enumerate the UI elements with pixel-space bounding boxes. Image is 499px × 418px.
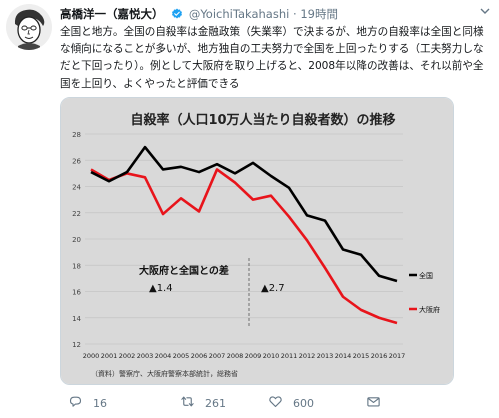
tweet-text: 全国と地方。全国の自殺率は金融政策（失業率）で決まるが、地方の自殺率は全国と同様… xyxy=(60,26,484,90)
y-tick-label: 22 xyxy=(72,210,81,218)
legend-label: 大阪府 xyxy=(419,305,440,314)
x-tick-label: 2011 xyxy=(281,352,298,360)
retweet-count: 261 xyxy=(205,396,226,410)
reply-button[interactable]: 16 xyxy=(68,394,107,412)
like-button[interactable]: 600 xyxy=(268,394,314,412)
retweet-icon xyxy=(180,394,195,412)
national-series-line xyxy=(90,145,398,283)
y-tick-label: 16 xyxy=(72,289,81,297)
reply-icon xyxy=(68,394,83,412)
chart-image-card[interactable]: 自殺率（人口10万人当たり自殺者数）の推移 12 14 16 18 20 22 24 26 28… xyxy=(60,97,454,385)
user-handle[interactable]: @YoichiTakahashi xyxy=(188,7,290,21)
suicide-rate-chart: 自殺率（人口10万人当たり自殺者数）の推移 12 14 16 18 20 22 24 26 28… xyxy=(61,98,453,384)
y-tick-label: 18 xyxy=(72,262,81,270)
header-separator: · xyxy=(293,7,297,21)
x-tick-label: 2012 xyxy=(299,352,316,360)
heart-icon xyxy=(268,394,283,412)
y-tick-label: 24 xyxy=(72,184,81,192)
chart-background xyxy=(61,98,453,384)
message-button[interactable] xyxy=(366,394,381,412)
caricature-avatar-icon[interactable] xyxy=(6,4,52,50)
x-tick-label: 2004 xyxy=(155,352,172,360)
x-tick-label: 2010 xyxy=(263,352,280,360)
y-tick-label: 20 xyxy=(72,236,81,244)
display-name[interactable]: 高橋洋一（嘉悦大） xyxy=(60,7,164,21)
x-tick-label: 2015 xyxy=(353,352,370,360)
x-tick-label: 2016 xyxy=(371,352,388,360)
x-tick-label: 2017 xyxy=(389,352,406,360)
y-tick-label: 12 xyxy=(72,341,81,349)
x-tick-label: 2003 xyxy=(137,352,154,360)
osaka-series-line xyxy=(90,168,398,325)
verified-badge-icon xyxy=(171,8,183,20)
tweet-actions: 16 261 600 xyxy=(60,392,480,414)
annotation-diff-after: ▲2.7 xyxy=(261,283,285,294)
x-tick-label: 2005 xyxy=(173,352,190,360)
x-tick-label: 2000 xyxy=(83,352,100,360)
x-tick-label: 2014 xyxy=(335,352,352,360)
x-tick-label: 2009 xyxy=(245,352,262,360)
annotation-diff-before: ▲1.4 xyxy=(149,283,173,294)
envelope-icon xyxy=(366,394,381,412)
x-tick-label: 2013 xyxy=(317,352,334,360)
like-count: 600 xyxy=(293,396,314,410)
x-tick-label: 2002 xyxy=(119,352,136,360)
x-tick-label: 2008 xyxy=(227,352,244,360)
chevron-down-icon[interactable] xyxy=(480,6,490,19)
y-tick-label: 28 xyxy=(72,131,81,139)
tweet-header: 高橋洋一（嘉悦大） @YoichiTakahashi · 19時間 xyxy=(60,6,490,22)
y-tick-label: 14 xyxy=(72,315,81,323)
x-tick-label: 2001 xyxy=(101,352,118,360)
tweet-timestamp[interactable]: 19時間 xyxy=(300,7,338,21)
x-tick-label: 2006 xyxy=(191,352,208,360)
chart-source: （資料）警察庁、大阪府警察本部統計，総務省 xyxy=(91,369,238,378)
x-tick-label: 2007 xyxy=(209,352,226,360)
legend-label: 全国 xyxy=(419,271,433,280)
chart-title: 自殺率（人口10万人当たり自殺者数）の推移 xyxy=(130,112,395,128)
retweet-button[interactable]: 261 xyxy=(180,394,226,412)
y-tick-label: 26 xyxy=(72,157,81,165)
reply-count: 16 xyxy=(93,396,107,410)
annotation-title: 大阪府と全国との差 xyxy=(139,264,229,277)
